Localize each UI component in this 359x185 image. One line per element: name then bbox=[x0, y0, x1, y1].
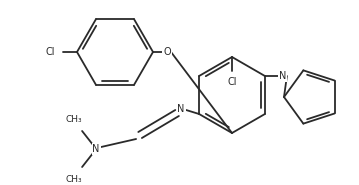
Text: N: N bbox=[92, 144, 100, 154]
Text: O: O bbox=[163, 47, 171, 57]
Text: N: N bbox=[279, 71, 286, 81]
Text: Cl: Cl bbox=[46, 47, 55, 57]
Text: CH₃: CH₃ bbox=[66, 115, 83, 124]
Text: CH₃: CH₃ bbox=[66, 174, 83, 184]
Text: Cl: Cl bbox=[227, 77, 237, 87]
Text: N: N bbox=[177, 104, 185, 114]
